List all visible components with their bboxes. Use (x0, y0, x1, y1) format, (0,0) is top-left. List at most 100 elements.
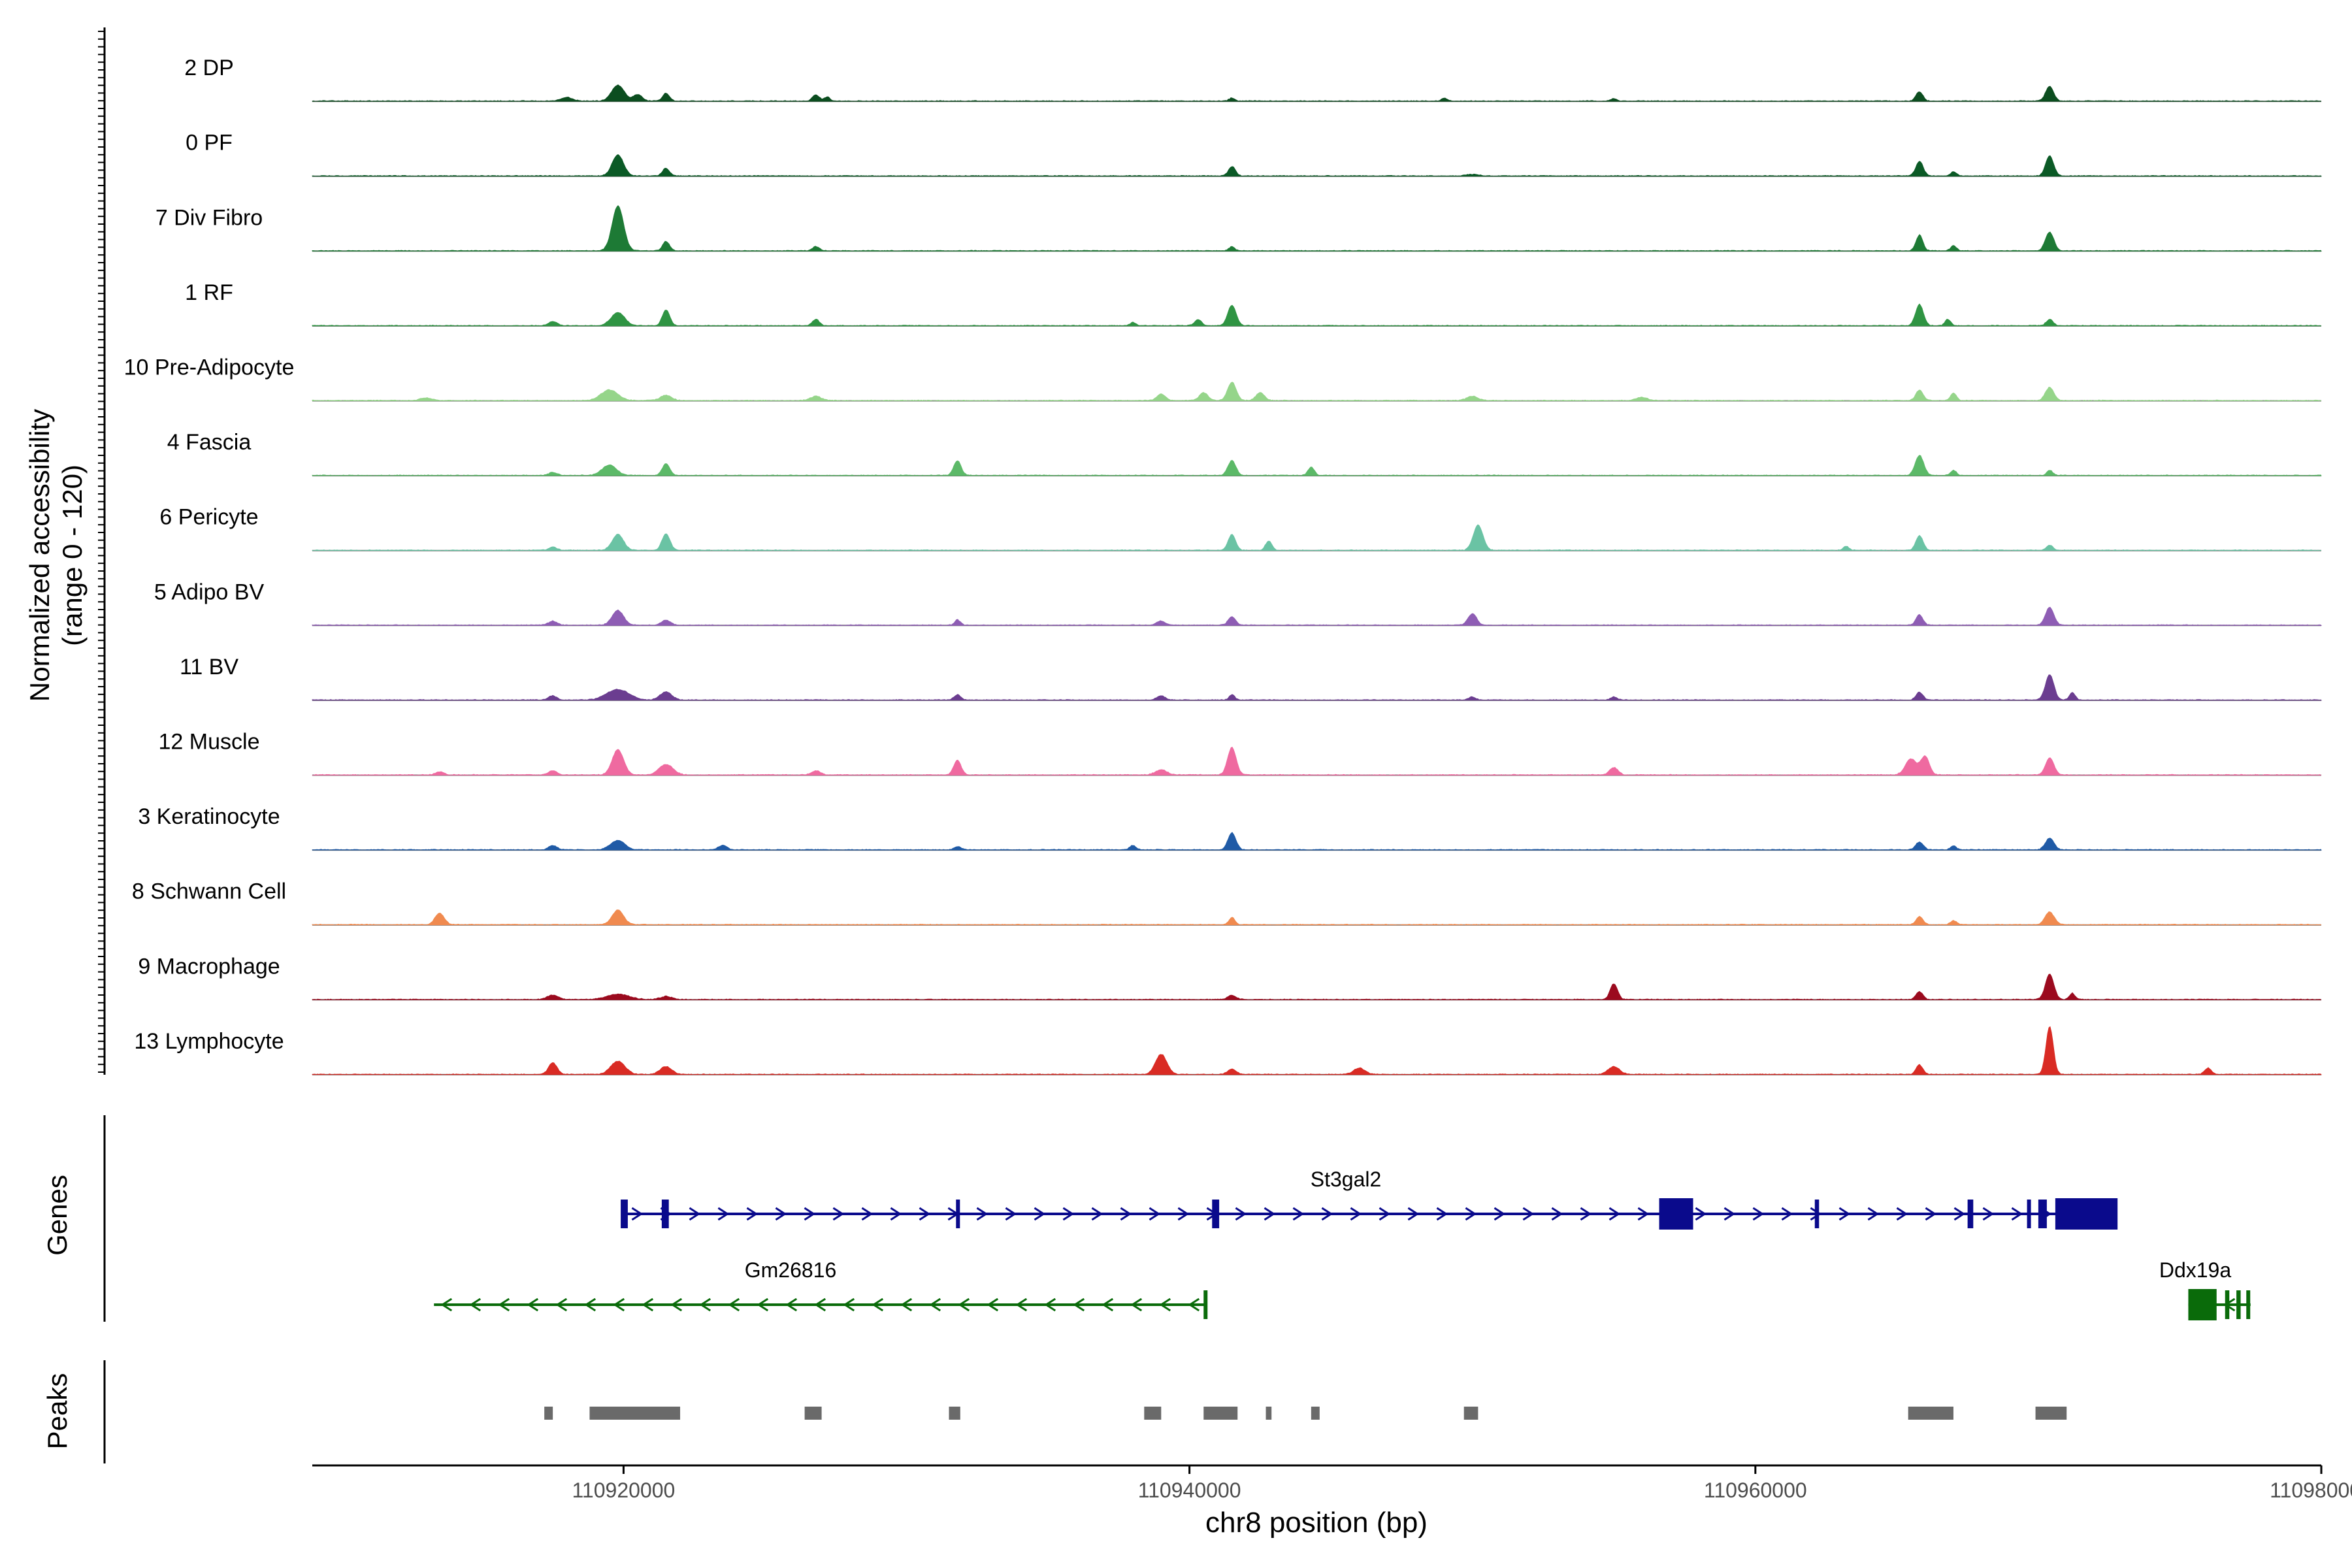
track-label: 7 Div Fibro (155, 205, 263, 230)
gene-ddx19a: Ddx19a (2159, 1258, 2251, 1320)
track-9: 11 BV (180, 655, 2323, 701)
track-label: 4 Fascia (167, 430, 252, 455)
strand-arrow (746, 1207, 759, 1221)
strand-arrow (1350, 1207, 1362, 1221)
strand-arrow (631, 1207, 644, 1221)
strand-arrow (1465, 1207, 1477, 1221)
track-label: 5 Adipo BV (154, 580, 265, 604)
strand-arrow (1867, 1207, 1880, 1221)
gene-exon (956, 1200, 960, 1228)
coverage-area (312, 84, 2322, 102)
gene-exon (1967, 1200, 1974, 1228)
strand-arrow (900, 1298, 913, 1312)
coverage-area (312, 382, 2322, 401)
gene-label: Ddx19a (2159, 1258, 2232, 1282)
strand-arrow (728, 1298, 740, 1312)
gene-label: St3gal2 (1311, 1168, 1382, 1191)
strand-arrow (804, 1207, 816, 1221)
y-axis (98, 27, 106, 1075)
peak-region (1203, 1407, 1238, 1420)
coverage-area (312, 154, 2323, 177)
peaks-panel-label: Peaks (42, 1373, 73, 1450)
gene-exon (2246, 1290, 2251, 1319)
coverage-area (312, 204, 2322, 252)
coverage-area (312, 1026, 2322, 1075)
coverage-area (312, 746, 2322, 776)
track-6: 4 Fascia (167, 430, 2322, 477)
strand-arrow (861, 1207, 874, 1221)
coverage-area (312, 606, 2323, 626)
strand-arrow (1292, 1207, 1305, 1221)
strand-arrow (613, 1298, 625, 1312)
track-13: 9 Macrophage (138, 954, 2322, 1001)
peak-region (2035, 1407, 2067, 1420)
strand-arrow (1551, 1207, 1563, 1221)
strand-arrow (1982, 1207, 1995, 1221)
track-5: 10 Pre-Adipocyte (124, 355, 2322, 402)
track-label: 10 Pre-Adipocyte (124, 355, 295, 380)
strand-arrow (1005, 1207, 1017, 1221)
peak-region (589, 1407, 681, 1420)
coverage-area (312, 832, 2322, 851)
strand-arrow (1379, 1207, 1391, 1221)
x-tick-label: 110940000 (1138, 1478, 1241, 1502)
coverage-area (312, 674, 2323, 701)
coverage-area (312, 524, 2322, 551)
strand-arrow (1188, 1298, 1200, 1312)
strand-arrow (775, 1207, 787, 1221)
strand-arrow (1436, 1207, 1448, 1221)
strand-arrow (1149, 1207, 1161, 1221)
strand-arrow (929, 1298, 941, 1312)
strand-arrow (1637, 1207, 1650, 1221)
gene-exon (661, 1200, 669, 1228)
coverage-area (312, 455, 2322, 476)
coverage-area (312, 909, 2322, 926)
coverage-area (312, 973, 2322, 1000)
strand-arrow (1321, 1207, 1333, 1221)
gene-exon (2188, 1289, 2217, 1320)
track-2: 0 PF (186, 131, 2323, 177)
track-14: 13 Lymphocyte (134, 1026, 2322, 1075)
strand-arrow (469, 1298, 482, 1312)
strand-arrow (1264, 1207, 1276, 1221)
gene-exon (1212, 1200, 1220, 1228)
peak-region (544, 1407, 553, 1420)
strand-arrow (1235, 1207, 1247, 1221)
x-axis: 110920000 110940000 110960000 110980000 (312, 1464, 2352, 1502)
gene-exon (2055, 1198, 2118, 1230)
peak-region (1908, 1407, 1953, 1420)
strand-arrow (1953, 1207, 1966, 1221)
strand-arrow (919, 1207, 931, 1221)
track-label: 9 Macrophage (138, 954, 280, 979)
gene-label: Gm26816 (745, 1258, 837, 1282)
peak-region (1144, 1407, 1162, 1420)
strand-arrow (1407, 1207, 1420, 1221)
strand-arrow (1609, 1207, 1621, 1221)
strand-arrow (498, 1298, 510, 1312)
strand-arrow (1580, 1207, 1592, 1221)
track-8: 5 Adipo BV (154, 580, 2323, 627)
track-1: 2 DP (184, 56, 2322, 103)
strand-arrow (1810, 1207, 1822, 1221)
strand-arrow (1752, 1207, 1765, 1221)
track-label: 6 Pericyte (159, 505, 258, 530)
strand-arrow (2011, 1207, 2023, 1221)
gene-exon (2038, 1200, 2047, 1228)
strand-arrow (1044, 1298, 1056, 1312)
strand-arrow (1781, 1207, 1793, 1221)
y-axis-label-line2: (range 0 - 120) (57, 465, 88, 646)
strand-arrow (1120, 1207, 1132, 1221)
strand-arrow (832, 1207, 845, 1221)
strand-arrow (689, 1207, 701, 1221)
track-label: 13 Lymphocyte (134, 1029, 284, 1054)
track-3: 7 Div Fibro (155, 204, 2322, 252)
strand-arrow (843, 1298, 855, 1312)
gene-exon (2236, 1290, 2241, 1319)
coverage-tracks: 2 DP 0 PF 7 Div Fibro 1 RF 10 Pre-Adipocyte 4… (124, 56, 2323, 1075)
strand-arrow (1896, 1207, 1908, 1221)
track-10: 12 Muscle (159, 730, 2322, 776)
strand-arrow (642, 1298, 654, 1312)
peak-region (804, 1407, 822, 1420)
peak-region (1311, 1407, 1320, 1420)
